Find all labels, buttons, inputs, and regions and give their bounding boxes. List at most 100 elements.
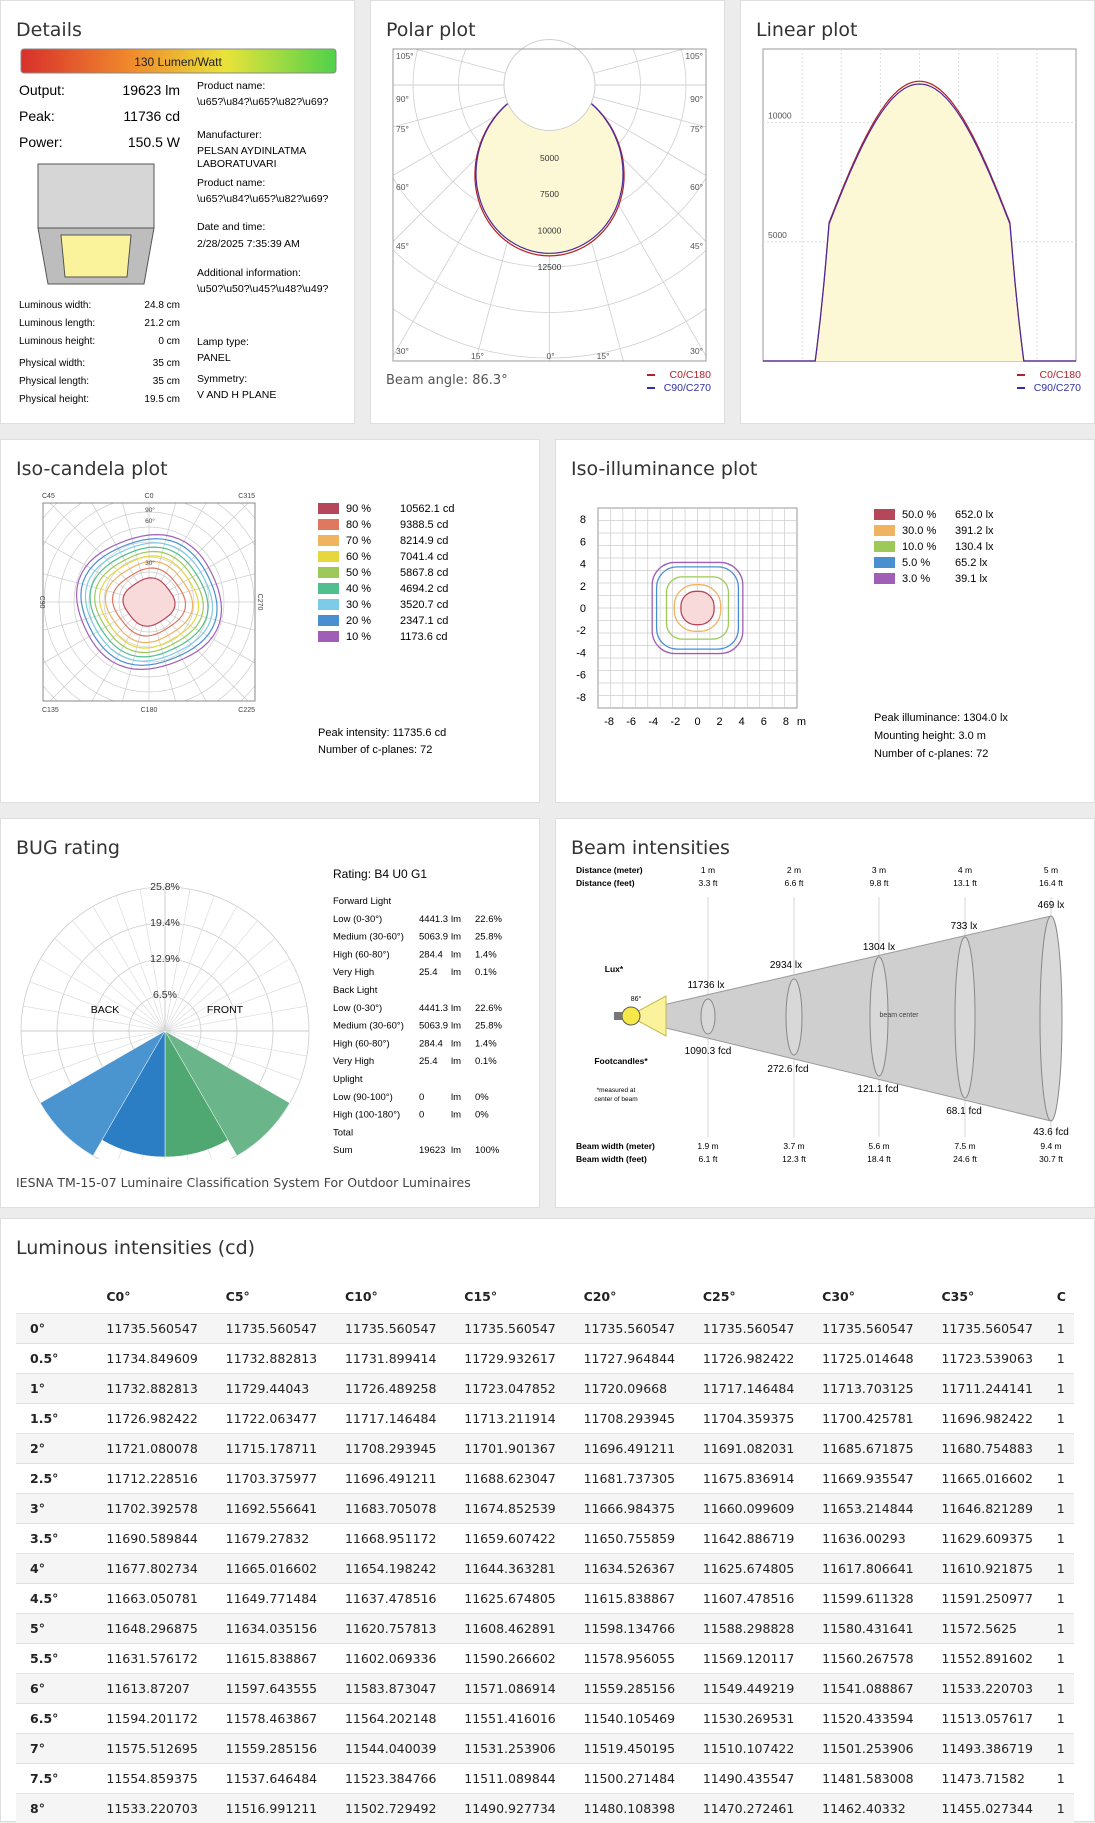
isoi-ytick: -6 bbox=[576, 670, 586, 682]
column-header[interactable]: C5° bbox=[215, 1281, 335, 1313]
isoi-legend-pct: 30.0 % bbox=[902, 525, 936, 537]
isocandela-title: Iso-candela plot bbox=[16, 458, 168, 480]
polar-center bbox=[503, 39, 596, 131]
isoc-legend-swatch bbox=[318, 615, 339, 626]
polar-grid bbox=[393, 49, 706, 361]
bug-row-pct: 25.8% bbox=[475, 932, 502, 943]
dimension-value: 35 cm bbox=[153, 376, 180, 387]
table-cell: 1 bbox=[1050, 1702, 1074, 1733]
details-card: Details 130 Lumen/Watt Output: 19623 lm … bbox=[0, 0, 355, 424]
table-cell: 11659.607422 bbox=[454, 1522, 574, 1553]
column-header[interactable]: C10° bbox=[334, 1281, 455, 1313]
table-cell: 1 bbox=[1050, 1432, 1074, 1463]
polar-angle-label: 30° bbox=[690, 346, 703, 356]
isoc-legend-value: 4694.2 cd bbox=[400, 583, 448, 595]
bug-row-label: Low (0-30°) bbox=[333, 914, 382, 925]
table-cell: 11735.560547 bbox=[931, 1312, 1051, 1343]
isoc-legend-value: 7041.4 cd bbox=[400, 551, 448, 563]
table-cell: 11646.821289 bbox=[931, 1492, 1051, 1523]
table-cell: 11559.285156 bbox=[215, 1732, 335, 1763]
isoi-legend-pct: 5.0 % bbox=[902, 557, 930, 569]
isoi-ytick: 0 bbox=[580, 603, 586, 615]
isoc-legend-value: 1173.6 cd bbox=[400, 631, 448, 643]
bug-row-label: Low (90-100°) bbox=[333, 1092, 393, 1103]
table-cell: 11644.363281 bbox=[454, 1552, 574, 1583]
table-cell: 11734.849609 bbox=[96, 1342, 216, 1373]
table-cell: 11481.583008 bbox=[812, 1762, 932, 1793]
table-cell: 11544.040039 bbox=[334, 1732, 455, 1763]
table-cell: 11726.489258 bbox=[334, 1372, 455, 1403]
efficacy-bar bbox=[20, 48, 337, 74]
table-cell: 11732.882813 bbox=[215, 1342, 335, 1373]
table-cell: 11669.935547 bbox=[812, 1462, 932, 1493]
details-graphic: 130 Lumen/Watt Output: 19623 lm Peak: 11… bbox=[19, 48, 337, 405]
column-header[interactable]: C0° bbox=[96, 1281, 216, 1313]
table-cell: 11713.703125 bbox=[812, 1372, 932, 1403]
table-cell: 1 bbox=[1050, 1342, 1074, 1373]
column-header[interactable]: C30° bbox=[812, 1281, 932, 1313]
isoi-legend-value: 391.2 lx bbox=[955, 525, 994, 537]
row-angle: 4.5° bbox=[16, 1582, 97, 1613]
dimension-value: 35 cm bbox=[153, 358, 180, 369]
column-header[interactable]: C35° bbox=[931, 1281, 1051, 1313]
table-cell: 11665.016602 bbox=[215, 1552, 335, 1583]
beam-note: center of beam bbox=[594, 1096, 637, 1103]
row-angle: 1.5° bbox=[16, 1402, 97, 1433]
peak-label: Peak: bbox=[19, 108, 55, 124]
table-row: 2° 11721.080078 11715.178711 11708.293945 11… bbox=[16, 1432, 1074, 1463]
table-cell: 11708.293945 bbox=[334, 1432, 455, 1463]
info-value-line: PELSAN AYDINLATMA bbox=[197, 145, 306, 157]
table-cell: 11559.285156 bbox=[573, 1672, 693, 1703]
table-cell: 11602.069336 bbox=[334, 1642, 455, 1673]
polar-angle-label: 90° bbox=[396, 94, 409, 104]
beam-fcd-value: 43.6 fcd bbox=[1033, 1127, 1069, 1138]
table-cell: 11683.705078 bbox=[334, 1492, 455, 1523]
beam-dist-ft-label: Distance (feet) bbox=[576, 878, 635, 888]
info-value: \u65?\u84?\u65?\u82?\u69? bbox=[197, 193, 329, 205]
table-cell: 11637.478516 bbox=[334, 1582, 455, 1613]
isoc-contour bbox=[98, 555, 200, 649]
bug-row-unit: lm bbox=[451, 1003, 461, 1014]
table-cell: 11731.899414 bbox=[334, 1342, 455, 1373]
bug-row-unit: lm bbox=[451, 1092, 461, 1103]
isoi-legend-value: 652.0 lx bbox=[955, 509, 994, 521]
bug-row-pct: 1.4% bbox=[475, 1038, 497, 1049]
bug-front-label: FRONT bbox=[207, 1004, 244, 1016]
table-cell: 11569.120117 bbox=[692, 1642, 813, 1673]
table-cell: 11613.87207 bbox=[96, 1672, 216, 1703]
table-cell: 11510.107422 bbox=[692, 1732, 813, 1763]
table-cell: 11702.392578 bbox=[96, 1492, 216, 1523]
table-corner bbox=[16, 1281, 97, 1313]
table-cell: 11473.71582 bbox=[931, 1762, 1051, 1793]
intensity-table-scroll[interactable]: C0° C5° C10° C15° C20° C25° C30° C35° C 0° 11735.… bbox=[1, 1219, 1081, 1823]
bug-chart: 25.8% 19.4% 12.9% 6.5% BACK FRONT Rating: B4 U… bbox=[20, 867, 502, 1159]
beam-fcd-value: 121.1 fcd bbox=[857, 1084, 898, 1095]
legend-c0-label: C0/C180 bbox=[1040, 369, 1082, 381]
column-header[interactable]: C15° bbox=[454, 1281, 574, 1313]
table-cell: 11725.014648 bbox=[812, 1342, 932, 1373]
legend-c0-label: C0/C180 bbox=[670, 369, 712, 381]
info-label: Symmetry: bbox=[197, 373, 247, 385]
table-cell: 11721.080078 bbox=[96, 1432, 216, 1463]
table-row: 4° 11677.802734 11665.016602 11654.198242 11… bbox=[16, 1552, 1074, 1583]
polar-spoke bbox=[393, 107, 511, 176]
linear-tick: 5000 bbox=[768, 230, 787, 240]
column-header[interactable]: C bbox=[1050, 1281, 1074, 1313]
isoi-legend-swatch bbox=[874, 525, 895, 536]
bug-row-pct: 0.1% bbox=[475, 1056, 497, 1067]
isoi-legend-value: 130.4 lx bbox=[955, 541, 994, 553]
bug-row-label: High (60-80°) bbox=[333, 949, 390, 960]
polar-spoke bbox=[413, 49, 506, 74]
info-value: \u50?\u50?\u45?\u48?\u49? bbox=[197, 283, 329, 295]
isoc-legend-pct: 70 % bbox=[346, 535, 371, 547]
bug-card: BUG rating 25.8% 19.4% 12.9% 6.5% BACK FRONT R… bbox=[0, 818, 540, 1208]
table-cell: 11591.250977 bbox=[931, 1582, 1051, 1613]
beam-dist-ft: 3.3 ft bbox=[699, 878, 719, 888]
polar-angle-label: 90° bbox=[690, 94, 703, 104]
column-header[interactable]: C25° bbox=[692, 1281, 813, 1313]
table-cell: 11511.089844 bbox=[454, 1762, 574, 1793]
beam-angle-text: Beam angle: 86.3° bbox=[386, 373, 508, 388]
table-cell: 11572.5625 bbox=[931, 1612, 1051, 1643]
column-header[interactable]: C20° bbox=[573, 1281, 693, 1313]
linear-fill bbox=[763, 81, 1076, 361]
